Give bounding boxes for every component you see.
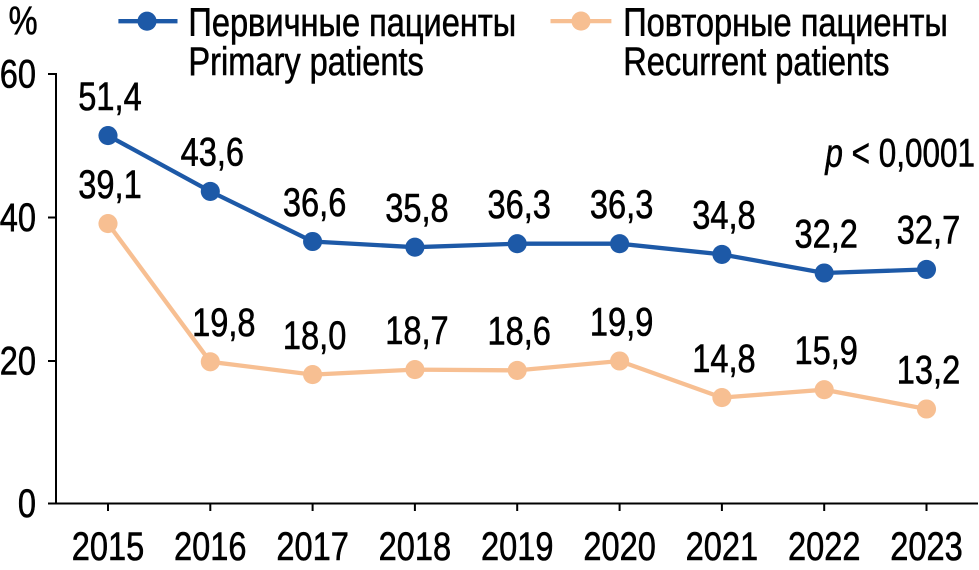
svg-text:60: 60: [0, 51, 36, 96]
svg-text:2020: 2020: [583, 524, 655, 569]
svg-text:35,8: 35,8: [385, 185, 448, 230]
svg-text:2021: 2021: [686, 524, 758, 569]
svg-text:p < 0,0001: p < 0,0001: [824, 130, 975, 176]
svg-text:2018: 2018: [379, 524, 451, 569]
svg-text:43,6: 43,6: [181, 130, 244, 175]
svg-text:15,9: 15,9: [794, 328, 857, 373]
svg-text:18,0: 18,0: [283, 313, 346, 358]
svg-text:%: %: [9, 0, 38, 43]
svg-text:2019: 2019: [481, 524, 553, 569]
svg-text:36,6: 36,6: [283, 180, 346, 225]
svg-text:36,3: 36,3: [590, 182, 653, 227]
svg-text:2022: 2022: [788, 524, 860, 569]
svg-text:2023: 2023: [890, 524, 962, 569]
svg-text:2015: 2015: [72, 524, 144, 569]
svg-text:19,9: 19,9: [590, 299, 653, 344]
svg-text:2017: 2017: [276, 524, 348, 569]
svg-text:Primary patients: Primary patients: [188, 39, 423, 84]
svg-text:36,3: 36,3: [487, 182, 550, 227]
svg-text:34,8: 34,8: [692, 193, 755, 238]
svg-text:2016: 2016: [174, 524, 246, 569]
svg-text:14,8: 14,8: [692, 336, 755, 381]
svg-text:0: 0: [18, 481, 36, 526]
svg-text:19,8: 19,8: [192, 300, 255, 345]
svg-text:39,1: 39,1: [78, 162, 141, 207]
svg-text:Первичные пациенты: Первичные пациенты: [188, 0, 516, 45]
svg-text:Повторные пациенты: Повторные пациенты: [623, 0, 948, 45]
svg-text:20: 20: [0, 338, 36, 383]
svg-text:Recurrent patients: Recurrent patients: [623, 39, 889, 84]
svg-text:13,2: 13,2: [897, 347, 960, 392]
svg-text:18,6: 18,6: [487, 309, 550, 354]
svg-text:51,4: 51,4: [78, 74, 141, 119]
svg-text:32,2: 32,2: [794, 211, 857, 256]
svg-text:18,7: 18,7: [385, 308, 448, 353]
svg-text:40: 40: [0, 195, 36, 240]
svg-text:32,7: 32,7: [897, 208, 960, 253]
